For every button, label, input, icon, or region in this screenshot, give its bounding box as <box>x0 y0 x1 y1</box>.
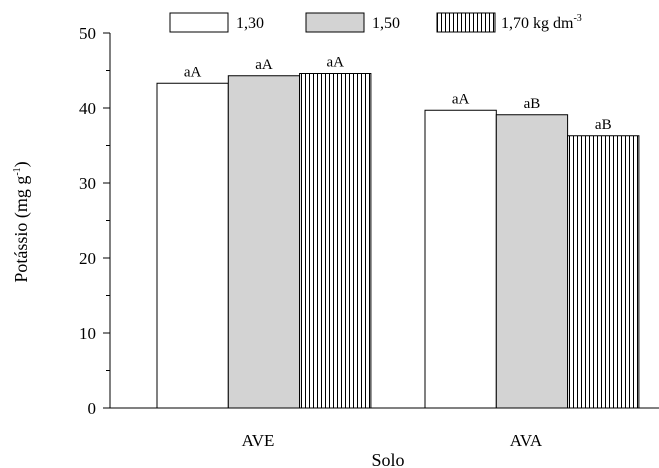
bar-ave-1 <box>156 82 229 409</box>
bar-label-ava-3: aB <box>595 117 612 133</box>
legend: 1,30 1,50 1,70 kg dm-3 <box>169 12 582 33</box>
y-tick-label: 10 <box>79 324 96 343</box>
legend-swatch-2 <box>305 12 365 33</box>
bar-ava-3 <box>567 135 640 409</box>
y-tick-label: 0 <box>88 399 97 418</box>
legend-label-3: 1,70 kg dm-3 <box>501 13 582 32</box>
bar-ava-1 <box>424 109 497 409</box>
bar-label-ava-2: aB <box>524 96 541 112</box>
legend-label-1: 1,30 <box>236 15 264 32</box>
legend-swatch-1 <box>169 12 229 33</box>
bar-ave-3 <box>299 73 372 409</box>
legend-label-2: 1,50 <box>372 15 400 32</box>
x-axis-title: Solo <box>371 450 404 468</box>
bar-label-ave-2: aA <box>255 57 273 73</box>
y-axis-title: Potássio (mg g-1) <box>11 161 32 282</box>
y-tick-label: 50 <box>79 24 96 43</box>
legend-swatch-3 <box>436 12 496 33</box>
bar-label-ave-1: aA <box>184 64 202 80</box>
bar-label-ava-1: aA <box>452 91 470 107</box>
y-tick-label: 30 <box>79 174 96 193</box>
bars <box>156 73 640 409</box>
y-tick-label: 20 <box>79 249 96 268</box>
bar-ava-2 <box>495 114 569 409</box>
y-ticks: 0 10 20 30 40 50 <box>79 24 110 418</box>
y-tick-label: 40 <box>79 99 96 118</box>
category-label-ava: AVA <box>510 431 543 450</box>
bar-label-ave-3: aA <box>327 55 345 71</box>
category-label-ave: AVE <box>242 431 275 450</box>
data-labels: aA aA aA aA aB aB <box>184 55 612 133</box>
bar-ave-2 <box>227 75 301 409</box>
